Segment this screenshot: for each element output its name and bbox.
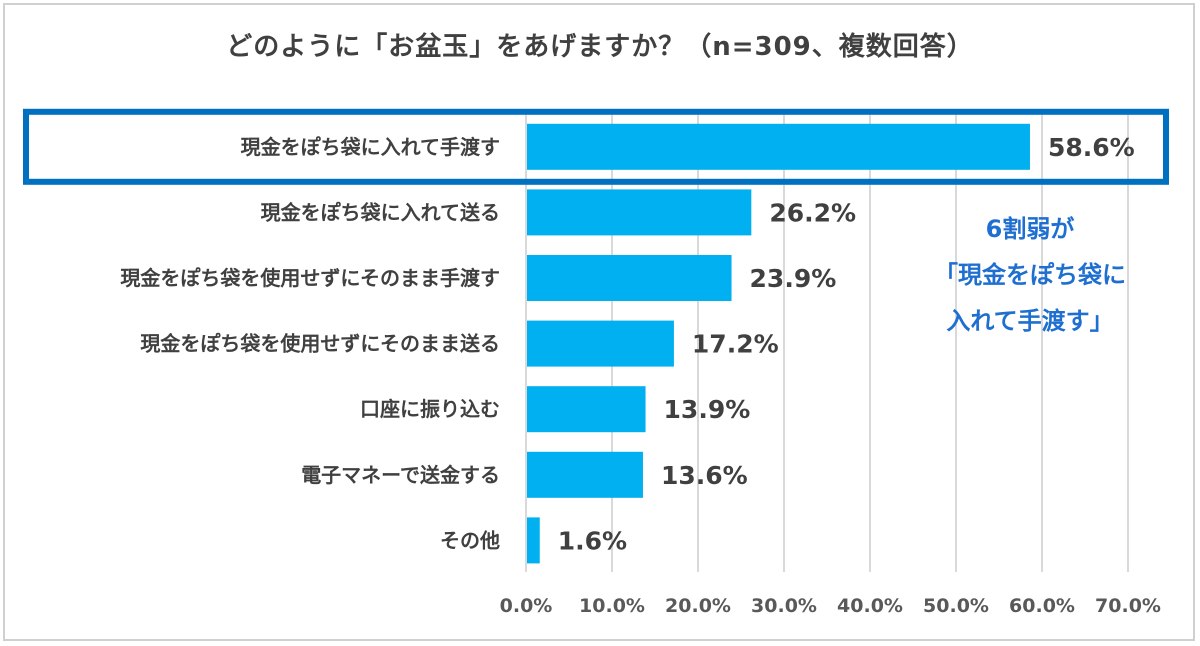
- category-label: 電子マネーで送金する: [301, 463, 500, 487]
- x-tick-label: 20.0%: [665, 595, 731, 617]
- category-label: 現金をぽち袋を使用せずにそのまま手渡す: [120, 266, 500, 290]
- bar: [527, 386, 646, 433]
- annotation-line-1: 6割弱が: [985, 215, 1075, 243]
- data-label: 17.2%: [692, 330, 779, 359]
- bar: [527, 320, 674, 367]
- x-tick-label: 60.0%: [1009, 595, 1075, 617]
- category-label: 現金をぽち袋を使用せずにそのまま送る: [140, 332, 500, 356]
- bar: [527, 451, 643, 498]
- category-label: 口座に振り込む: [360, 397, 500, 421]
- data-label: 13.9%: [664, 395, 751, 424]
- annotation-text: 6割弱が 「現金をぽち袋に 入れて手渡す」: [880, 206, 1180, 344]
- x-tick-label: 0.0%: [500, 595, 553, 617]
- bar: [527, 123, 1030, 170]
- highlight-box: [23, 108, 1169, 185]
- x-tick-label: 40.0%: [837, 595, 903, 617]
- category-label: 現金をぽち袋に入れて手渡す: [241, 135, 500, 159]
- chart-title: どのように「お盆玉」をあげますか？（n=309、複数回答）: [226, 32, 974, 62]
- bar: [527, 517, 540, 564]
- category-label: 現金をぽち袋に入れて送る: [261, 200, 500, 224]
- annotation-line-2: 「現金をぽち袋に: [934, 261, 1126, 289]
- x-tick-label: 10.0%: [579, 595, 645, 617]
- x-tick-label: 50.0%: [923, 595, 989, 617]
- x-tick-label: 30.0%: [751, 595, 817, 617]
- data-label: 58.6%: [1048, 133, 1135, 162]
- data-label: 1.6%: [558, 526, 627, 555]
- category-label: その他: [440, 528, 500, 552]
- data-label: 26.2%: [769, 198, 856, 227]
- bar: [527, 255, 732, 301]
- bar: [527, 189, 752, 236]
- data-label: 23.9%: [750, 264, 837, 293]
- x-tick-label: 70.0%: [1095, 595, 1161, 617]
- annotation-line-3: 入れて手渡す」: [946, 307, 1114, 335]
- data-label: 13.6%: [661, 461, 748, 490]
